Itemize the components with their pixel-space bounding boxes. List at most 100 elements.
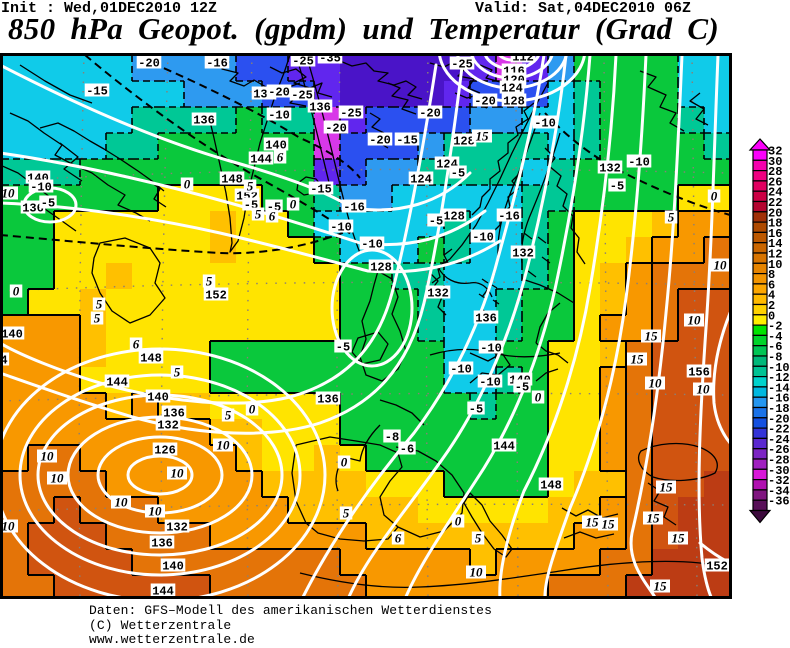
svg-text:6: 6 xyxy=(269,209,276,224)
svg-text:6: 6 xyxy=(277,150,284,165)
svg-text:132: 132 xyxy=(512,246,534,260)
svg-text:15: 15 xyxy=(476,129,490,144)
svg-text:-8: -8 xyxy=(385,430,399,444)
svg-text:152: 152 xyxy=(205,288,227,302)
svg-text:140: 140 xyxy=(1,327,23,341)
svg-text:-35: -35 xyxy=(319,53,341,65)
svg-text:-20: -20 xyxy=(268,85,290,99)
svg-text:-25: -25 xyxy=(340,106,362,120)
svg-text:10: 10 xyxy=(768,258,782,272)
svg-text:-5: -5 xyxy=(610,179,624,193)
svg-text:-26: -26 xyxy=(768,443,790,457)
svg-text:10: 10 xyxy=(714,258,728,273)
svg-text:14: 14 xyxy=(768,237,782,251)
svg-text:0: 0 xyxy=(455,514,462,529)
svg-text:-25: -25 xyxy=(292,54,314,68)
svg-text:-10: -10 xyxy=(268,108,290,122)
svg-text:-4: -4 xyxy=(768,330,782,344)
svg-text:10: 10 xyxy=(171,466,185,481)
svg-text:112: 112 xyxy=(512,53,534,64)
svg-text:5: 5 xyxy=(206,274,213,289)
svg-text:2: 2 xyxy=(768,299,775,313)
svg-text:144: 144 xyxy=(493,439,515,453)
svg-text:15: 15 xyxy=(654,579,668,594)
svg-text:0: 0 xyxy=(184,177,191,192)
svg-text:-8: -8 xyxy=(768,351,782,365)
svg-text:6: 6 xyxy=(133,337,140,352)
svg-text:-5: -5 xyxy=(429,214,443,228)
svg-text:-30: -30 xyxy=(768,464,790,478)
svg-text:-22: -22 xyxy=(768,423,790,437)
svg-text:0: 0 xyxy=(249,402,256,417)
svg-text:-10: -10 xyxy=(330,220,352,234)
svg-text:124: 124 xyxy=(501,81,523,95)
svg-text:-5: -5 xyxy=(469,402,483,416)
svg-text:-16: -16 xyxy=(206,56,228,70)
svg-text:5: 5 xyxy=(96,297,103,312)
svg-text:-36: -36 xyxy=(768,495,790,509)
svg-text:15: 15 xyxy=(672,531,686,546)
svg-text:136: 136 xyxy=(193,113,215,127)
svg-text:-25: -25 xyxy=(291,88,313,102)
svg-text:132: 132 xyxy=(166,520,188,534)
svg-text:20: 20 xyxy=(768,206,782,220)
svg-text:132: 132 xyxy=(599,161,621,175)
svg-text:-32: -32 xyxy=(768,474,790,488)
svg-text:-10: -10 xyxy=(628,155,650,169)
svg-text:-16: -16 xyxy=(498,209,520,223)
svg-text:-15: -15 xyxy=(310,182,332,196)
svg-text:5: 5 xyxy=(475,531,482,546)
svg-text:136: 136 xyxy=(22,201,44,215)
svg-text:10: 10 xyxy=(649,376,663,391)
svg-text:15: 15 xyxy=(645,329,659,344)
svg-text:15: 15 xyxy=(602,517,616,532)
svg-text:10: 10 xyxy=(115,495,129,510)
svg-text:22: 22 xyxy=(768,196,782,210)
svg-text:-10: -10 xyxy=(479,375,501,389)
svg-text:128: 128 xyxy=(503,94,525,108)
svg-text:6: 6 xyxy=(395,531,402,546)
svg-text:-10: -10 xyxy=(768,361,790,375)
svg-text:10: 10 xyxy=(470,565,484,580)
svg-text:128: 128 xyxy=(370,260,392,274)
svg-text:10: 10 xyxy=(688,313,702,328)
svg-text:126: 126 xyxy=(154,443,176,457)
svg-text:0: 0 xyxy=(711,189,718,204)
svg-text:10: 10 xyxy=(41,449,55,464)
svg-text:-10: -10 xyxy=(534,116,556,130)
svg-text:128: 128 xyxy=(453,134,475,148)
svg-text:144: 144 xyxy=(152,584,174,598)
svg-text:-6: -6 xyxy=(400,442,414,456)
svg-text:-10: -10 xyxy=(480,341,502,355)
svg-text:148: 148 xyxy=(540,478,562,492)
svg-text:-10: -10 xyxy=(30,180,52,194)
svg-text:-25: -25 xyxy=(451,57,473,71)
svg-text:132: 132 xyxy=(157,418,179,432)
svg-text:-5: -5 xyxy=(515,380,529,394)
svg-text:152: 152 xyxy=(706,559,728,573)
svg-text:28: 28 xyxy=(768,165,782,179)
svg-text:136: 136 xyxy=(163,406,185,420)
svg-text:-34: -34 xyxy=(768,484,790,498)
svg-text:18: 18 xyxy=(768,217,782,231)
svg-text:156: 156 xyxy=(688,365,710,379)
svg-text:-24: -24 xyxy=(768,433,790,447)
svg-text:-10: -10 xyxy=(361,237,383,251)
svg-text:5: 5 xyxy=(94,311,101,326)
svg-text:0: 0 xyxy=(341,455,348,470)
svg-text:5: 5 xyxy=(174,365,181,380)
svg-text:148: 148 xyxy=(221,172,243,186)
svg-text:26: 26 xyxy=(768,175,782,189)
svg-text:-28: -28 xyxy=(768,454,790,468)
svg-text:-15: -15 xyxy=(86,84,108,98)
svg-text:15: 15 xyxy=(660,480,674,495)
svg-text:-20: -20 xyxy=(419,106,441,120)
svg-text:-12: -12 xyxy=(768,371,790,385)
svg-text:124: 124 xyxy=(410,172,432,186)
svg-text:10: 10 xyxy=(51,471,65,486)
svg-text:5: 5 xyxy=(247,179,254,194)
svg-text:144: 144 xyxy=(250,152,272,166)
svg-text:140: 140 xyxy=(162,559,184,573)
svg-text:10: 10 xyxy=(217,438,231,453)
svg-text:148: 148 xyxy=(140,351,162,365)
